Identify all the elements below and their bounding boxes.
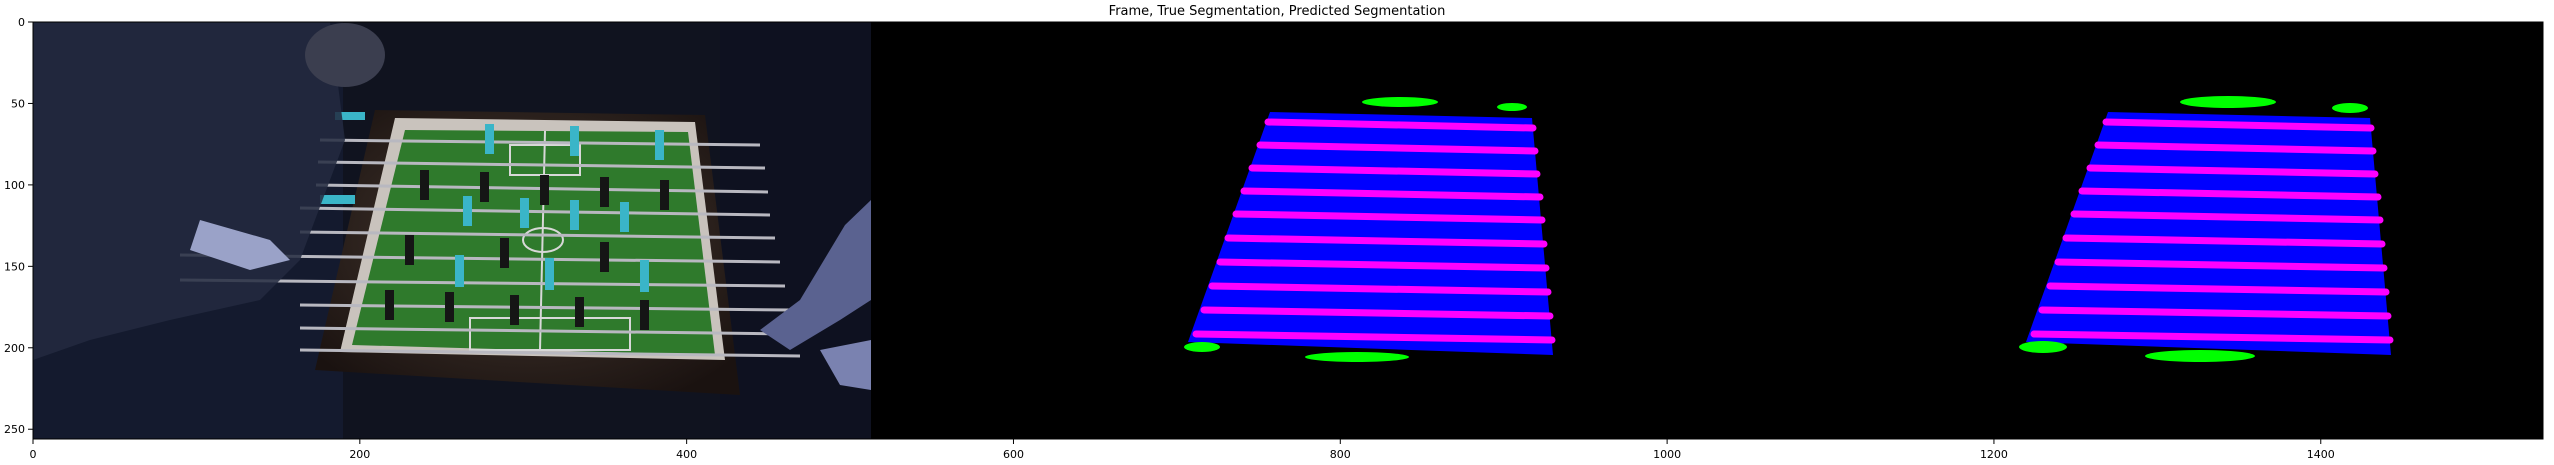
x-tick-label: 1200 xyxy=(1980,448,2008,461)
predicted-segmentation-panel xyxy=(2019,96,2394,362)
y-tick-label: 0 xyxy=(18,16,25,29)
predicted-rods xyxy=(2030,118,2394,344)
x-tick-label: 400 xyxy=(676,448,697,461)
y-tick-label: 150 xyxy=(4,260,25,273)
y-axis: 0 50 100 150 200 250 xyxy=(4,16,33,436)
y-tick-label: 50 xyxy=(11,97,25,110)
axes-frame xyxy=(32,21,2544,440)
x-tick-label: 0 xyxy=(30,448,37,461)
x-tick-label: 600 xyxy=(1003,448,1024,461)
x-tick-label: 200 xyxy=(349,448,370,461)
y-tick-label: 250 xyxy=(4,423,25,436)
x-axis: 0 200 400 600 800 1000 1200 1400 xyxy=(30,439,2335,461)
y-tick-label: 100 xyxy=(4,179,25,192)
x-tick-label: 1000 xyxy=(1653,448,1681,461)
true-segmentation-panel xyxy=(1184,97,1556,362)
y-tick-label: 200 xyxy=(4,342,25,355)
left-player xyxy=(33,22,345,360)
right-player-hand xyxy=(820,340,871,390)
right-player-arm xyxy=(760,200,871,350)
frame-panel xyxy=(33,22,871,439)
x-tick-label: 800 xyxy=(1330,448,1351,461)
true-rods xyxy=(1192,118,1556,344)
true-goal-zones xyxy=(1184,97,1527,362)
figure-title: Frame, True Segmentation, Predicted Segm… xyxy=(1108,4,1446,19)
left-player-hand xyxy=(190,220,290,270)
left-player-head xyxy=(305,23,385,87)
x-tick-label: 1400 xyxy=(2307,448,2335,461)
predicted-goal-zones xyxy=(2019,96,2368,362)
